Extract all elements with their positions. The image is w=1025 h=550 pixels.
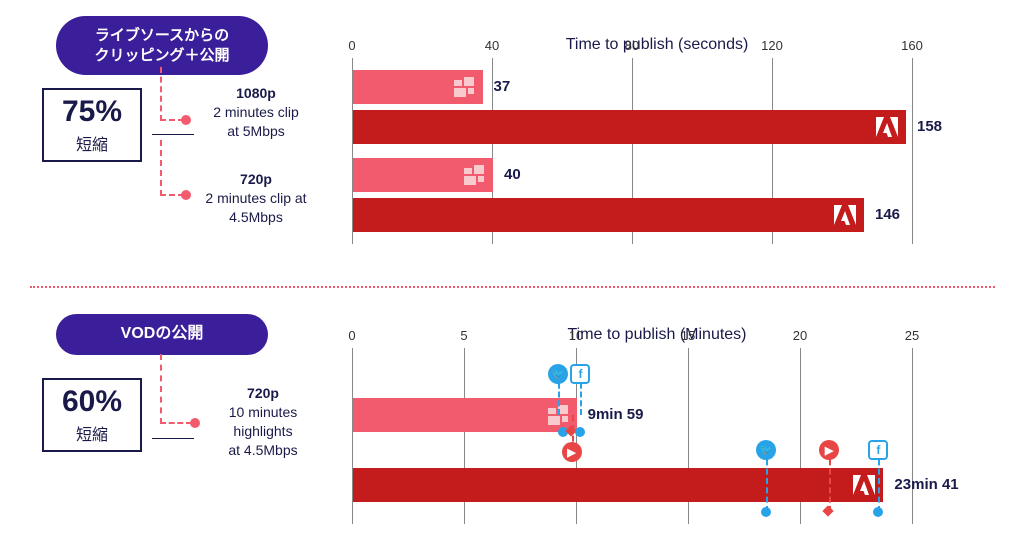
bar-value: 158 (917, 118, 942, 135)
tick-label: 0 (348, 38, 355, 53)
tick-label: 10 (569, 328, 583, 343)
desc-head: 720p (208, 384, 318, 403)
tick-label: 5 (460, 328, 467, 343)
twitter-icon: 🐦 (548, 364, 568, 384)
tick-label: 80 (625, 38, 639, 53)
connector (160, 354, 162, 424)
axis-title: Time to publish (Minutes) (352, 326, 962, 344)
bar (353, 468, 883, 502)
desc-line: at 4.5Mbps (208, 441, 318, 460)
gridline (912, 348, 913, 524)
youtube-icon: ▶ (562, 442, 582, 462)
connector (160, 422, 192, 424)
pill-vod: VODの公開 (56, 314, 268, 355)
desc-head: 720p (196, 170, 316, 189)
hairline (152, 134, 194, 135)
chart-live: Time to publish (seconds) 04080120160371… (352, 58, 962, 258)
stat-pct: 75% (62, 95, 122, 129)
stat-box-75: 75% 短縮 (42, 88, 142, 162)
bar-value: 9min 59 (588, 406, 644, 423)
divider (30, 286, 995, 288)
connector-dot (190, 418, 200, 428)
marker-dot (575, 427, 585, 437)
tick-label: 25 (905, 328, 919, 343)
desc-720p-b: 720p 10 minutes highlights at 4.5Mbps (208, 384, 318, 460)
tick-label: 160 (901, 38, 923, 53)
bar (353, 198, 864, 232)
bar (353, 398, 577, 432)
bar-value: 23min 41 (894, 476, 958, 493)
tick-label: 40 (485, 38, 499, 53)
adobe-icon (833, 203, 857, 227)
desc-line: 2 minutes clip (196, 103, 316, 122)
hairline (152, 438, 194, 439)
tick-label: 0 (348, 328, 355, 343)
desc-line: 2 minutes clip at (196, 189, 316, 208)
twitter-icon: 🐦 (756, 440, 776, 460)
desc-head: 1080p (196, 84, 316, 103)
facebook-icon: f (868, 440, 888, 460)
bar-value: 40 (504, 166, 521, 183)
bar (353, 110, 906, 144)
bar-value: 37 (494, 78, 511, 95)
grid-icon (462, 163, 486, 187)
marker-dot (873, 507, 883, 517)
desc-line: at 5Mbps (196, 122, 316, 141)
marker-dot (761, 507, 771, 517)
tick-label: 15 (681, 328, 695, 343)
connector-dot (181, 115, 191, 125)
desc-1080p: 1080p 2 minutes clip at 5Mbps (196, 84, 316, 141)
stat-box-60: 60% 短縮 (42, 378, 142, 452)
tick-label: 120 (761, 38, 783, 53)
connector-dot (181, 190, 191, 200)
desc-720p-a: 720p 2 minutes clip at 4.5Mbps (196, 170, 316, 227)
bar-value: 146 (875, 206, 900, 223)
marker-diamond (822, 505, 833, 516)
adobe-icon (875, 115, 899, 139)
desc-line: 4.5Mbps (196, 208, 316, 227)
stat-lbl: 短縮 (76, 421, 108, 445)
desc-line: highlights (208, 422, 318, 441)
chart-vod: Time to publish (Minutes) 05101520259min… (352, 348, 962, 538)
facebook-icon: f (570, 364, 590, 384)
grid-icon (452, 75, 476, 99)
desc-line: 10 minutes (208, 403, 318, 422)
pill-live-clipping: ライブソースからの クリッピング＋公開 (56, 16, 268, 75)
stat-pct: 60% (62, 385, 122, 419)
adobe-icon (852, 473, 876, 497)
gridline (912, 58, 913, 244)
axis-title: Time to publish (seconds) (352, 36, 962, 54)
tick-label: 20 (793, 328, 807, 343)
connector (160, 67, 162, 121)
stat-lbl: 短縮 (76, 131, 108, 155)
connector (160, 140, 162, 196)
youtube-icon: ▶ (819, 440, 839, 460)
